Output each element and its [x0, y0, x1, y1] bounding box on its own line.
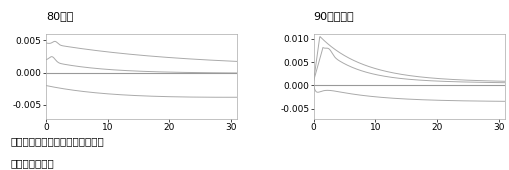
Text: 注：ブートストラップ法による。: 注：ブートストラップ法による。: [10, 136, 104, 146]
Text: 80年代: 80年代: [46, 11, 73, 21]
Text: 出所：筆者作成: 出所：筆者作成: [10, 158, 54, 168]
Text: 90年代以降: 90年代以降: [313, 11, 354, 21]
